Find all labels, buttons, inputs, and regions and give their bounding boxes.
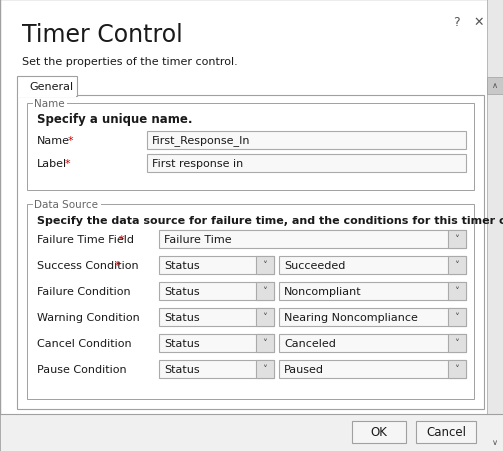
Text: First response in: First response in: [152, 159, 243, 169]
Bar: [279, 257, 466, 274]
Bar: [279, 360, 466, 378]
Text: Noncompliant: Noncompliant: [284, 286, 362, 296]
Text: ˅: ˅: [455, 338, 459, 348]
Text: Warning Condition: Warning Condition: [37, 312, 140, 322]
Text: Specify the data source for failure time, and the conditions for this timer cont: Specify the data source for failure time…: [37, 216, 503, 226]
Text: Pause Condition: Pause Condition: [37, 364, 127, 374]
Bar: [33, 199, 101, 210]
Bar: [147, 132, 466, 150]
Text: ∧: ∧: [492, 81, 498, 90]
Bar: [256, 257, 274, 274]
Text: ˅: ˅: [263, 312, 268, 322]
Bar: [147, 155, 466, 173]
Bar: [27, 205, 474, 399]
Text: *: *: [65, 159, 70, 169]
Text: OK: OK: [371, 426, 387, 438]
Bar: [18, 96, 76, 98]
Text: Name: Name: [37, 136, 70, 146]
Text: ˅: ˅: [263, 260, 268, 271]
Bar: [279, 282, 466, 300]
Text: Name: Name: [34, 99, 64, 109]
Text: ?: ?: [453, 15, 460, 28]
Bar: [487, 78, 503, 95]
Text: Canceled: Canceled: [284, 338, 336, 348]
Text: ˅: ˅: [263, 286, 268, 296]
Bar: [448, 230, 466, 249]
Text: Cancel: Cancel: [426, 426, 466, 438]
Bar: [33, 99, 67, 109]
Text: Failure Condition: Failure Condition: [37, 286, 131, 296]
Text: General: General: [29, 82, 73, 92]
Bar: [256, 360, 274, 378]
Bar: [448, 360, 466, 378]
Text: Status: Status: [164, 260, 200, 271]
Text: Failure Time: Failure Time: [164, 235, 231, 244]
Bar: [448, 282, 466, 300]
Bar: [279, 334, 466, 352]
Text: *: *: [114, 260, 120, 271]
Text: Succeeded: Succeeded: [284, 260, 346, 271]
Bar: [159, 230, 466, 249]
Bar: [17, 77, 77, 97]
Text: Nearing Noncompliance: Nearing Noncompliance: [284, 312, 418, 322]
Text: ˅: ˅: [263, 338, 268, 348]
Bar: [487, 0, 503, 451]
Text: Cancel Condition: Cancel Condition: [37, 338, 132, 348]
Text: ˅: ˅: [455, 260, 459, 271]
Text: Set the properties of the timer control.: Set the properties of the timer control.: [22, 57, 238, 67]
Bar: [159, 308, 274, 326]
Text: Failure Time Field: Failure Time Field: [37, 235, 134, 244]
Bar: [256, 282, 274, 300]
Text: ˅: ˅: [263, 364, 268, 374]
Text: Timer Control: Timer Control: [22, 23, 183, 47]
Text: ∨: ∨: [492, 437, 498, 446]
Text: ˅: ˅: [455, 364, 459, 374]
Text: Paused: Paused: [284, 364, 324, 374]
Bar: [279, 308, 466, 326]
Text: Success Condition: Success Condition: [37, 260, 139, 271]
Text: *: *: [119, 235, 125, 244]
Text: First_Response_In: First_Response_In: [152, 135, 250, 146]
Text: ˅: ˅: [455, 286, 459, 296]
Bar: [27, 104, 474, 191]
Text: Status: Status: [164, 338, 200, 348]
Bar: [159, 360, 274, 378]
Text: ˅: ˅: [455, 312, 459, 322]
Text: *: *: [68, 136, 73, 146]
Bar: [352, 421, 406, 443]
Bar: [416, 421, 476, 443]
Text: Status: Status: [164, 312, 200, 322]
Text: ✕: ✕: [473, 15, 483, 28]
Bar: [487, 434, 503, 451]
Bar: [256, 334, 274, 352]
Bar: [448, 308, 466, 326]
Bar: [448, 334, 466, 352]
Text: Data Source: Data Source: [34, 199, 98, 210]
Bar: [159, 334, 274, 352]
Bar: [0, 414, 503, 451]
Bar: [448, 257, 466, 274]
Bar: [256, 308, 274, 326]
Bar: [159, 282, 274, 300]
Text: Label: Label: [37, 159, 67, 169]
Text: Status: Status: [164, 286, 200, 296]
Bar: [17, 96, 484, 409]
Text: Specify a unique name.: Specify a unique name.: [37, 113, 193, 126]
Text: Status: Status: [164, 364, 200, 374]
Text: ˅: ˅: [455, 235, 459, 244]
Bar: [159, 257, 274, 274]
